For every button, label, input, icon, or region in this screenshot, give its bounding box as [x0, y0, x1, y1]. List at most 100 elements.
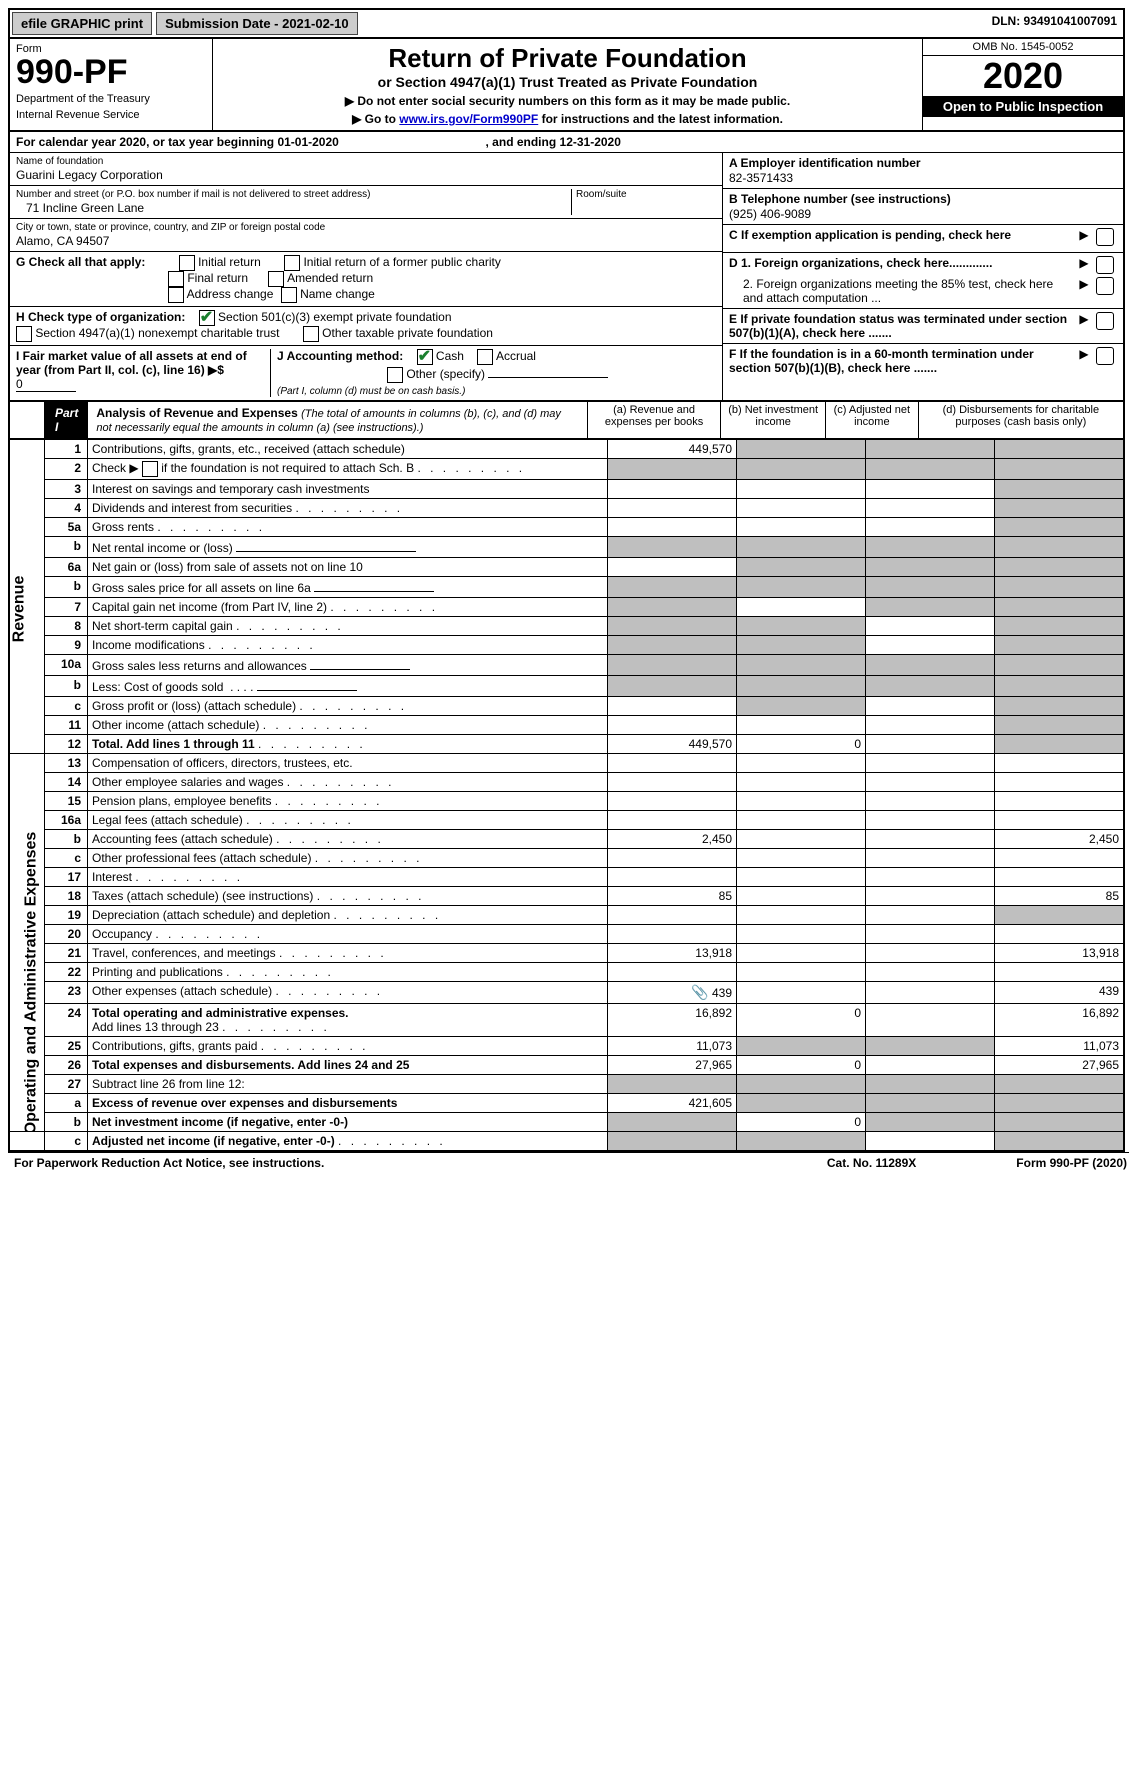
cal-begin: For calendar year 2020, or tax year begi…	[16, 135, 339, 149]
d2-checkbox[interactable]	[1096, 277, 1114, 295]
name-change-checkbox[interactable]	[281, 287, 297, 303]
line-desc: Gross sales less returns and allowances	[88, 654, 608, 675]
d1-checkbox[interactable]	[1096, 256, 1114, 274]
line-desc: Dividends and interest from securities	[88, 498, 608, 517]
e-cell: E If private foundation status was termi…	[723, 309, 1123, 344]
tax-year: 2020	[923, 56, 1123, 96]
line-no: 19	[45, 905, 88, 924]
table-row: 27 Subtract line 26 from line 12:	[10, 1074, 1123, 1093]
h-opt1: Section 501(c)(3) exempt private foundat…	[218, 310, 451, 324]
h-opt2: Section 4947(a)(1) nonexempt charitable …	[35, 326, 279, 340]
street-address: 71 Incline Green Lane	[16, 200, 571, 215]
line-no: 25	[45, 1036, 88, 1055]
header-left: Form 990-PF Department of the Treasury I…	[10, 39, 213, 130]
accrual-checkbox[interactable]	[477, 349, 493, 365]
table-row: 22 Printing and publications	[10, 962, 1123, 981]
line-desc: Taxes (attach schedule) (see instruction…	[88, 886, 608, 905]
info-grid: Name of foundation Guarini Legacy Corpor…	[10, 153, 1123, 400]
line-no: 15	[45, 791, 88, 810]
page-footer: For Paperwork Reduction Act Notice, see …	[8, 1152, 1129, 1173]
room-label: Room/suite	[576, 189, 716, 200]
line-no: 12	[45, 734, 88, 753]
table-row: 8 Net short-term capital gain	[10, 616, 1123, 635]
paperclip-icon[interactable]: 📎	[691, 984, 708, 1000]
submission-date: Submission Date - 2021-02-10	[156, 12, 358, 35]
goto-post: for instructions and the latest informat…	[538, 112, 783, 126]
g-opt-1: Initial return of a former public charit…	[303, 255, 500, 269]
amt-a: 449,570	[608, 734, 737, 753]
footer-mid: Cat. No. 11289X	[827, 1156, 916, 1170]
addr-label: Number and street (or P.O. box number if…	[16, 189, 571, 200]
4947-checkbox[interactable]	[16, 326, 32, 342]
table-row: 21 Travel, conferences, and meetings 13,…	[10, 943, 1123, 962]
line-no: 18	[45, 886, 88, 905]
address-change-checkbox[interactable]	[168, 287, 184, 303]
line-desc: Less: Cost of goods sold . . . .	[88, 675, 608, 696]
501c3-checkbox[interactable]	[199, 310, 215, 326]
goto-link-line: ▶ Go to www.irs.gov/Form990PF for instru…	[219, 112, 916, 126]
col-d-header: (d) Disbursements for charitable purpose…	[918, 401, 1123, 439]
j-cash: Cash	[436, 349, 464, 363]
amt-a: 16,892	[608, 1003, 737, 1036]
line-no: 7	[45, 597, 88, 616]
f-checkbox[interactable]	[1096, 347, 1114, 365]
i-cell: I Fair market value of all assets at end…	[16, 349, 271, 397]
e-checkbox[interactable]	[1096, 312, 1114, 330]
g-opt-4: Address change	[187, 287, 274, 301]
table-row: 11 Other income (attach schedule)	[10, 715, 1123, 734]
open-to-public: Open to Public Inspection	[923, 96, 1123, 117]
amt-a: 11,073	[608, 1036, 737, 1055]
g-cell: G Check all that apply: Initial return I…	[10, 252, 722, 307]
table-row: b Less: Cost of goods sold . . . .	[10, 675, 1123, 696]
form-url-link[interactable]: www.irs.gov/Form990PF	[399, 112, 538, 126]
line-no: 24	[45, 1003, 88, 1036]
amt-d: 85	[995, 886, 1124, 905]
d1-label: D 1. Foreign organizations, check here..…	[729, 256, 992, 270]
amended-return-checkbox[interactable]	[268, 271, 284, 287]
line-no: 26	[45, 1055, 88, 1074]
a-label: A Employer identification number	[729, 156, 921, 170]
c-checkbox[interactable]	[1096, 228, 1114, 246]
line-desc: Printing and publications	[88, 962, 608, 981]
info-left: Name of foundation Guarini Legacy Corpor…	[10, 153, 722, 400]
line-no: 2	[45, 458, 88, 479]
line-no: 21	[45, 943, 88, 962]
ein-value: 82-3571433	[729, 170, 1117, 185]
table-row: 12 Total. Add lines 1 through 11 449,570…	[10, 734, 1123, 753]
d-cell: D 1. Foreign organizations, check here..…	[723, 253, 1123, 309]
initial-return-checkbox[interactable]	[179, 255, 195, 271]
table-row: 20 Occupancy	[10, 924, 1123, 943]
line-no: 10a	[45, 654, 88, 675]
goto-pre: ▶ Go to	[352, 112, 399, 126]
line-no: 4	[45, 498, 88, 517]
table-row: Revenue 1 Contributions, gifts, grants, …	[10, 439, 1123, 458]
info-right: A Employer identification number 82-3571…	[722, 153, 1123, 400]
cash-checkbox[interactable]	[417, 349, 433, 365]
footer-left: For Paperwork Reduction Act Notice, see …	[14, 1156, 324, 1170]
revenue-side-label: Revenue	[10, 575, 28, 642]
other-method-checkbox[interactable]	[387, 367, 403, 383]
line-no: 5a	[45, 517, 88, 536]
other-taxable-checkbox[interactable]	[303, 326, 319, 342]
table-row: 2 Check ▶ if the foundation is not requi…	[10, 458, 1123, 479]
line-desc: Capital gain net income (from Part IV, l…	[88, 597, 608, 616]
initial-former-checkbox[interactable]	[284, 255, 300, 271]
line-no: 1	[45, 439, 88, 458]
line-desc: Total expenses and disbursements. Add li…	[88, 1055, 608, 1074]
line-no: 9	[45, 635, 88, 654]
line-desc: Net short-term capital gain	[88, 616, 608, 635]
table-row: c Other professional fees (attach schedu…	[10, 848, 1123, 867]
e-label: E If private foundation status was termi…	[729, 312, 1067, 340]
expenses-side-label: Operating and Administrative Expenses	[22, 832, 40, 1135]
final-return-checkbox[interactable]	[168, 271, 184, 287]
foundation-name: Guarini Legacy Corporation	[16, 167, 716, 182]
part1-table: Part I Analysis of Revenue and Expenses …	[10, 400, 1123, 439]
efile-print-button[interactable]: efile GRAPHIC print	[12, 12, 152, 35]
sch-b-checkbox[interactable]	[142, 461, 158, 477]
line-no: a	[45, 1093, 88, 1112]
line-desc: Gross rents	[88, 517, 608, 536]
table-row: b Net rental income or (loss)	[10, 536, 1123, 557]
line-no: 22	[45, 962, 88, 981]
line-no: c	[45, 1131, 88, 1150]
top-bar: efile GRAPHIC print Submission Date - 20…	[10, 10, 1123, 39]
